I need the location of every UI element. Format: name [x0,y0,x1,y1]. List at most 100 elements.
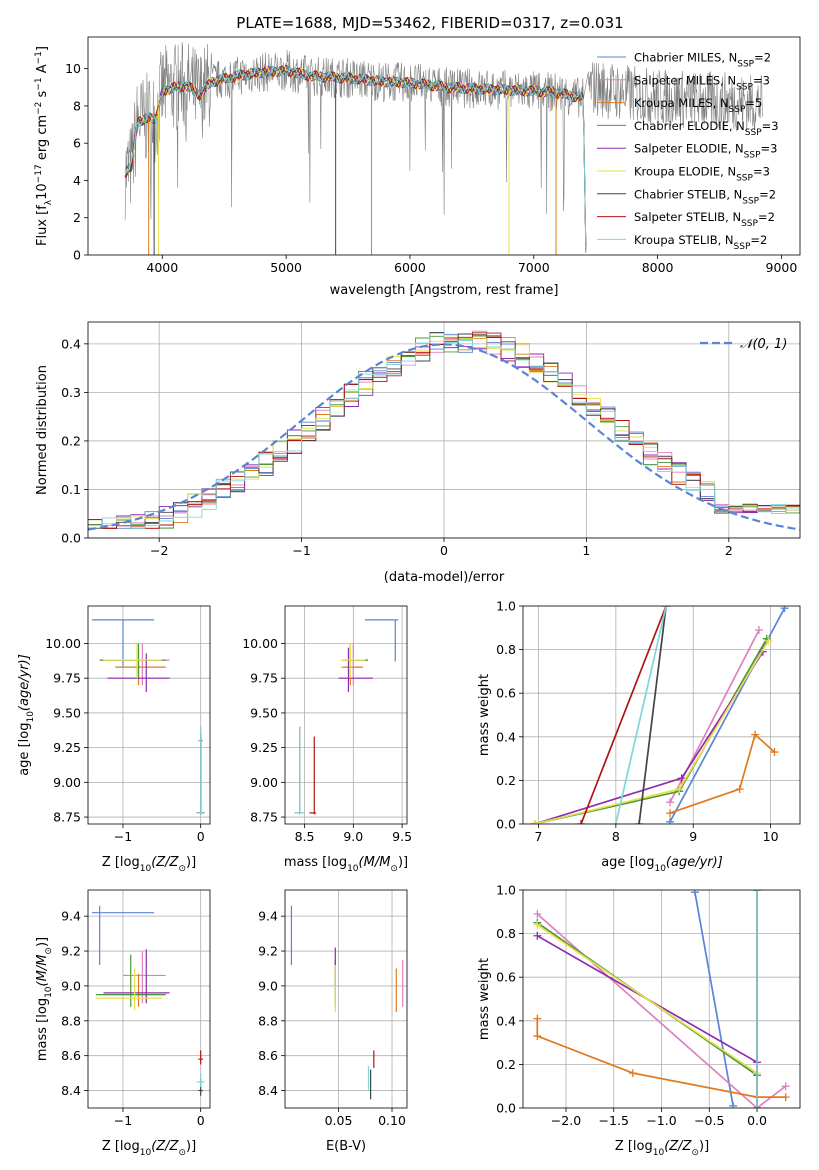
label-part: SSP [744,151,761,161]
label-part: SSP [741,219,758,229]
label-part: 10 [140,1148,152,1158]
legend-entry: Salpeter MILES, NSSP=3 [634,73,770,92]
y-tick-label: 0.6 [496,970,516,985]
y-tick-label: 8.75 [53,810,81,825]
label-part: =2 [750,233,767,247]
y-axis-label: mass weight [477,674,492,756]
label-part: Salpeter MILES, N [634,73,736,87]
residual-histogram [88,332,800,529]
y-tick-label: 9.0 [258,978,278,993]
label-part: Kroupa STELIB, N [634,233,734,247]
label-part: 10 [140,864,152,874]
mass-weight-marker [533,931,542,940]
plot-area [523,606,800,824]
label-part: SSP [729,105,746,115]
x-tick-label: 10 [763,829,779,844]
label-part: 10 [654,864,666,874]
x-tick-label: 0 [197,829,205,844]
y-axis-label: Flux [fλ10−17 erg cm−2 s−1 A−1] [34,46,54,246]
label-part: (M/M [35,955,50,987]
y-tick-label: 0.3 [61,385,81,400]
label-part: ⊙ [44,947,54,955]
y-tick-label: 8.8 [61,1013,81,1028]
x-axis-label: mass [log10(M/M⊙)] [284,855,408,874]
label-part: Chabrier STELIB, N [634,187,742,201]
y-axis-label: mass weight [477,958,492,1040]
y-tick-label: 0.6 [496,686,516,701]
plot-area [285,890,407,1108]
plot-area [88,322,800,538]
mass-weight-marker [635,820,644,824]
mass-weight-series [669,733,776,814]
y-tick-label: 9.00 [250,775,278,790]
x-tick-label: 0.05 [325,1113,353,1128]
x-axis-label: E(B-V) [326,1139,366,1154]
label-part: =2 [758,210,775,224]
legend-entry: Chabrier MILES, NSSP=2 [634,51,771,70]
y-tick-label: 0.2 [61,433,81,448]
label-part: ⊙ [178,864,186,874]
legend-entry: Kroupa MILES, NSSP=5 [634,96,762,115]
y-tick-label: 9.0 [61,978,81,993]
label-part: ⊙ [390,864,398,874]
y-tick-label: 10.00 [45,636,81,651]
y-tick-label: 10 [65,61,81,76]
label-part: mass [log [35,998,50,1061]
y-tick-label: 0.4 [496,1013,516,1028]
legend-entry: Salpeter STELIB, NSSP=2 [634,210,775,229]
y-tick-label: 0.4 [496,729,516,744]
y-tick-label: 0.8 [496,642,516,657]
mass-weight-marker [753,890,762,894]
label-part: SSP [737,60,754,70]
legend-entry: Kroupa ELODIE, NSSP=3 [634,165,770,184]
y-tick-label: 9.2 [61,944,81,959]
mass-weight-series [638,606,667,824]
x-tick-label: 9.0 [343,829,363,844]
label-part: erg cm [35,115,50,164]
axes-frame [87,889,211,1109]
mass-weight-marker [530,820,539,824]
y-tick-label: 9.50 [53,705,81,720]
label-part: (M/M [359,855,391,870]
x-tick-label: 6000 [394,260,426,275]
y-tick-label: 9.50 [250,705,278,720]
y-tick-label: 2 [73,210,81,225]
label-part: Flux [f [35,205,50,246]
plot-area [88,890,210,1108]
mass-weight-marker [781,1082,790,1091]
y-tick-label: 9.75 [53,671,81,686]
mass-weight-marker [666,817,675,824]
label-part: (Z/Z [151,855,179,870]
y-tick-label: 8.6 [258,1048,278,1063]
label-part: Z [log [102,855,140,870]
label-part: =3 [753,165,770,179]
x-tick-label: 7000 [518,260,550,275]
y-tick-label: 6 [73,136,81,151]
panel-mass-vs-Z: −1 08.48.68.89.09.29.4Z [log10(Z/Z⊙)]mass… [35,889,211,1158]
panels: 4000 5000 6000 7000 8000 90000246810Chabrier … [17,36,801,1158]
label-part: =3 [761,142,778,156]
x-tick-label: 2 [725,543,733,558]
x-axis-label: wavelength [Angstrom, rest frame] [330,283,559,298]
y-tick-label: 0.0 [496,1101,516,1116]
x-tick-label: 0.0 [747,1113,767,1128]
mass-weight-marker [751,730,760,739]
label-part: Kroupa MILES, N [634,96,729,110]
x-tick-label: −2 [150,543,168,558]
panel-mass-vs-EBV: 0.05 0.10 8.4 8.6 8.8 9.0 9.2 9.4 E(B-V) [258,889,408,1154]
mass-weight-marker [666,809,675,818]
y-axis-label: age [log10(age/yr)] [17,654,36,776]
label-part: (age/yr)] [17,654,32,711]
mass-weight-marker [753,1104,762,1108]
y-tick-label: 0.1 [61,482,81,497]
label-part: )] [186,1139,196,1154]
mass-weight-series [580,606,667,824]
x-tick-label: 8000 [642,260,674,275]
y-tick-label: 0.2 [496,773,516,788]
label-part: −17 [34,164,44,183]
legend-entry: Salpeter ELODIE, NSSP=3 [634,142,777,161]
x-tick-label: −1.0 [646,1113,676,1128]
figure-title: PLATE=1688, MJD=53462, FIBERID=0317, z=0… [236,14,623,32]
label-part: SSP [742,196,759,206]
x-tick-label: −1.5 [599,1113,629,1128]
